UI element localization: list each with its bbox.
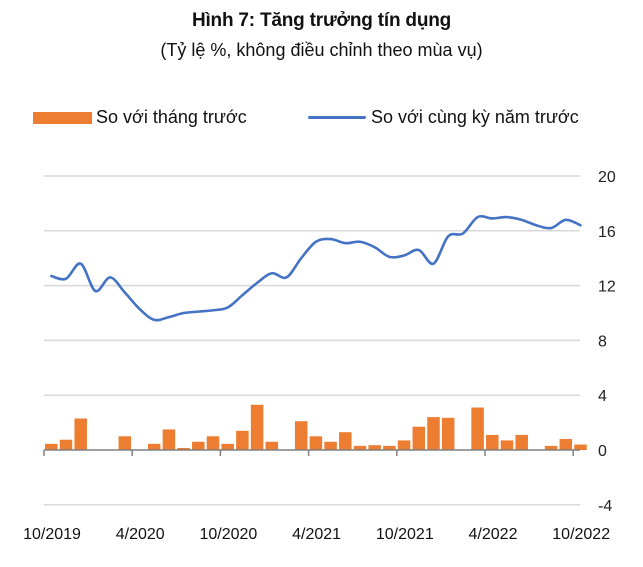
bar [471, 407, 484, 450]
bar [221, 443, 234, 450]
bar [250, 404, 264, 450]
bar [368, 445, 381, 450]
bar [147, 443, 161, 450]
y-tick-label: 16 [598, 224, 616, 241]
bar [162, 429, 176, 450]
bar [294, 421, 308, 450]
x-tick-label: 10/2020 [199, 526, 257, 543]
bar [515, 434, 528, 450]
x-axis [43, 449, 580, 456]
legend-label-yoy: So với cùng kỳ năm trước [371, 107, 579, 127]
bar [309, 436, 323, 450]
bar-series [45, 404, 587, 450]
bar [574, 444, 587, 450]
x-tick-label: 10/2022 [552, 526, 610, 543]
bar [59, 439, 73, 450]
bar [74, 418, 87, 450]
bar [544, 445, 558, 450]
legend: So với tháng trước So với cùng kỳ năm tr… [0, 107, 643, 133]
x-axis-labels: 10/2019 4/2020 10/2020 4/2021 10/2021 4/2022 1… [23, 526, 610, 543]
gridlines [44, 175, 580, 506]
x-tick-label: 4/2021 [292, 526, 341, 543]
bar [383, 445, 396, 450]
bar [192, 441, 205, 450]
x-tick-label: 4/2022 [469, 526, 518, 543]
bar [412, 426, 426, 450]
bar [339, 432, 352, 450]
legend-label-monthly: So với tháng trước [96, 107, 247, 127]
y-tick-label: 8 [598, 333, 607, 350]
x-tick-label: 4/2020 [116, 526, 165, 543]
y-tick-label: 0 [598, 443, 607, 460]
bar-swatch-icon [33, 111, 92, 124]
bar [324, 441, 337, 450]
bar [236, 430, 249, 450]
bar [118, 436, 132, 450]
legend-item-yoy: So với cùng kỳ năm trước [308, 107, 579, 128]
bar [45, 443, 58, 450]
bar [500, 440, 514, 450]
y-tick-label: -4 [598, 498, 612, 515]
y-tick-label: 4 [598, 388, 607, 405]
bar [486, 434, 499, 450]
bar [441, 417, 455, 450]
line-swatch-icon [308, 116, 366, 119]
line-series [50, 214, 582, 322]
x-tick-label: 10/2019 [23, 526, 81, 543]
y-tick-label: 20 [598, 169, 616, 186]
bar [265, 441, 279, 450]
bar [206, 436, 220, 450]
x-tick-label: 10/2021 [376, 526, 434, 543]
bar [353, 445, 367, 450]
y-tick-label: 12 [598, 279, 616, 296]
legend-item-monthly: So với tháng trước [33, 107, 247, 128]
bar [397, 440, 411, 450]
bar [427, 417, 440, 450]
y-axis-labels: -4 0 4 8 12 16 20 [598, 169, 616, 515]
bar [177, 447, 190, 450]
chart-subtitle: (Tỷ lệ %, không điều chỉnh theo mùa vụ) [160, 40, 483, 60]
chart-title: Hình 7: Tăng trưởng tín dụng [191, 10, 452, 31]
bar [559, 439, 573, 450]
